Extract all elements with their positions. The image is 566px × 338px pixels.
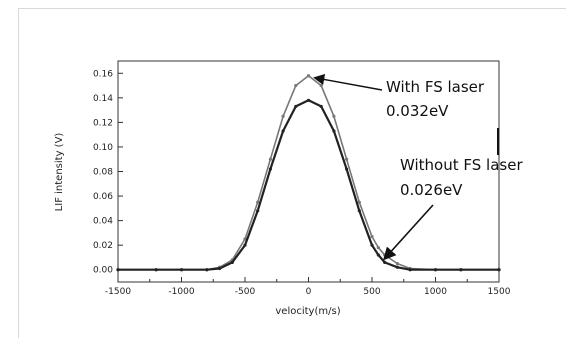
series-1-point bbox=[332, 114, 336, 118]
y-tick-label: 0.04 bbox=[93, 217, 113, 227]
y-tick-label: 0.10 bbox=[93, 143, 113, 153]
frame-border-left bbox=[18, 8, 19, 338]
series-2-point bbox=[383, 260, 387, 264]
series-2-point bbox=[281, 129, 285, 133]
x-tick-label: 1500 bbox=[488, 287, 511, 297]
y-tick-label: 0.02 bbox=[93, 241, 113, 251]
annotation-without-fs-label: Without FS laser bbox=[400, 156, 523, 174]
series-2-point bbox=[218, 266, 222, 271]
series-1-point bbox=[376, 246, 380, 250]
y-axis-ticks: 0.00 0.02 0.04 0.06 0.08 0.10 0.12 0.14 0.16 bbox=[93, 69, 123, 276]
series-1-point bbox=[370, 234, 374, 239]
series-1-point bbox=[345, 157, 349, 161]
x-tick-label: 500 bbox=[363, 287, 380, 297]
series-2-point bbox=[357, 209, 361, 213]
x-axis-ticks: -1500 -1000 -500 0 500 1000 1500 bbox=[105, 277, 511, 297]
y-tick-label: 0.14 bbox=[93, 94, 113, 104]
series-1-point bbox=[319, 83, 323, 88]
series-1-point bbox=[395, 261, 399, 266]
series-2-point bbox=[433, 268, 438, 272]
x-tick-label: -500 bbox=[235, 287, 256, 297]
frame-border-top bbox=[18, 8, 566, 9]
series-2-point bbox=[306, 98, 311, 102]
series-2-point bbox=[459, 268, 463, 272]
y-tick-label: 0.06 bbox=[93, 192, 113, 202]
annotation-arrow-with-fs bbox=[313, 73, 383, 91]
series-2-point bbox=[376, 253, 380, 257]
y-tick-label: 0.16 bbox=[93, 69, 113, 79]
x-axis-label: velocity(m/s) bbox=[275, 306, 340, 317]
series-1-point bbox=[268, 157, 272, 161]
series-2-point bbox=[408, 268, 412, 272]
y-tick-label: 0.08 bbox=[93, 168, 113, 178]
series-2-point bbox=[116, 268, 120, 272]
annotation-without-fs-energy: 0.026eV bbox=[400, 181, 463, 199]
x-tick-label: -1500 bbox=[105, 287, 131, 297]
series-2-point bbox=[243, 243, 247, 247]
series-2-point bbox=[154, 268, 158, 272]
series-2-point bbox=[256, 209, 260, 213]
y-tick-label: 0.00 bbox=[93, 266, 113, 276]
series-2-point bbox=[205, 268, 209, 272]
series-1-point bbox=[294, 83, 298, 88]
x-tick-label: -1000 bbox=[168, 287, 194, 297]
series-1-point bbox=[306, 74, 311, 78]
series-2-point bbox=[319, 104, 323, 109]
annotation-with-fs-label: With FS laser bbox=[386, 78, 485, 96]
annotation-with-fs-energy: 0.032eV bbox=[386, 102, 449, 120]
series-2-point bbox=[345, 167, 349, 171]
series-2-point bbox=[268, 167, 272, 171]
series-2-point bbox=[294, 104, 298, 109]
series-2-point bbox=[332, 129, 336, 133]
series-1-point bbox=[357, 200, 361, 204]
series-2-point bbox=[395, 265, 399, 269]
annotation-without-fs: Without FS laser 0.026eV bbox=[383, 156, 523, 261]
x-tick-label: 0 bbox=[306, 287, 312, 297]
x-tick-label: 1000 bbox=[424, 287, 447, 297]
series-1-point bbox=[256, 200, 260, 204]
series-1-point bbox=[243, 237, 247, 241]
y-tick-label: 0.12 bbox=[93, 118, 113, 128]
series-2-point bbox=[179, 268, 184, 272]
series-2-point bbox=[497, 268, 501, 272]
annotation-arrow-without-fs bbox=[383, 204, 434, 261]
series-line-2 bbox=[118, 99, 499, 271]
series-2-point bbox=[370, 243, 374, 247]
y-axis-label: LIF intensity (V) bbox=[54, 133, 65, 212]
series-2-point bbox=[230, 260, 234, 264]
series-1-point bbox=[281, 114, 285, 118]
annotation-with-fs: With FS laser 0.032eV bbox=[313, 73, 485, 120]
